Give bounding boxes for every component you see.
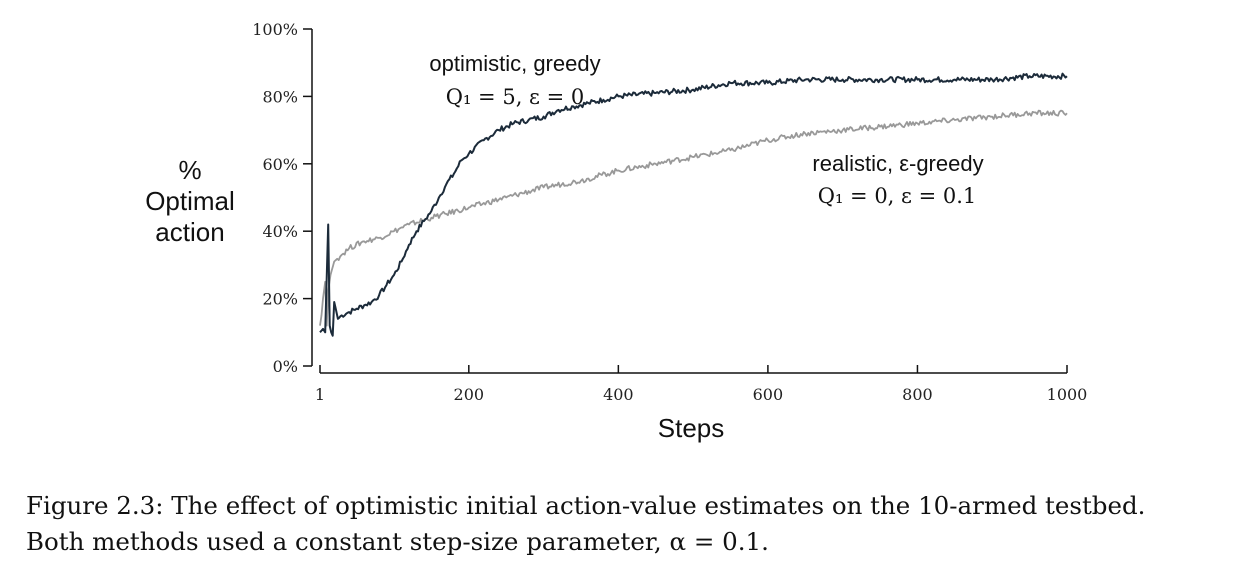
x-tick-label: 800 [902,385,933,404]
series-layer [319,72,1068,337]
figure-caption: Figure 2.3: The effect of optimistic ini… [26,488,1226,560]
annotation-optimistic-title: optimistic, greedy [429,51,600,76]
y-tick-label: 60% [262,155,298,174]
y-tick-label: 20% [262,290,298,309]
y-tick-label: 40% [262,222,298,241]
y-tick-label: 0% [273,357,298,376]
x-axis-label: Steps [658,413,725,443]
x-tick-label: 1000 [1047,385,1088,404]
x-tick-label: 400 [603,385,634,404]
chart: 0% 20% 40% 60% 80% 100% 1 200 400 600 800 1000 % O… [145,20,1087,443]
x-tick-label: 1 [315,385,325,404]
series-line-optimistic-greedy [319,72,1068,337]
annotation-realistic-title: realistic, ε-greedy [812,151,983,176]
x-axis: 1 200 400 600 800 1000 [315,365,1087,404]
y-axis: 0% 20% 40% 60% 80% 100% [252,20,313,376]
y-tick-label: 100% [252,20,298,39]
y-tick-label: 80% [262,87,298,106]
x-tick-label: 600 [753,385,784,404]
x-tick-label: 200 [454,385,485,404]
y-axis-label-line-1: % [178,155,201,185]
caption-line-1: Figure 2.3: The effect of optimistic ini… [26,491,1146,520]
caption-line-2: Both methods used a constant step-size p… [26,527,769,556]
y-axis-label-line-3: action [155,217,224,247]
series-line-realistic-epsilon-greedy [319,109,1068,327]
y-axis-label-line-2: Optimal [145,186,235,216]
annotation-optimistic-params: Q₁ = 5, ε = 0 [446,85,584,109]
annotation-realistic-params: Q₁ = 0, ε = 0.1 [818,184,977,208]
